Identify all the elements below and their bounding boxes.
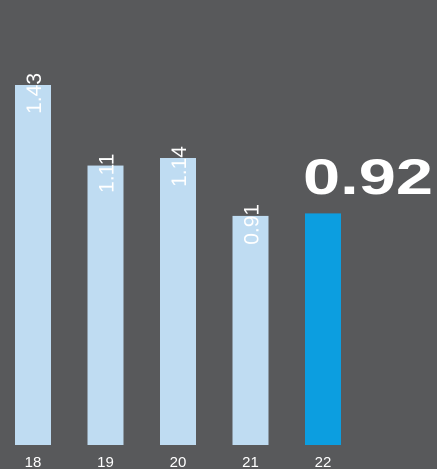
highlight-value-label: 0.92 (303, 149, 433, 205)
bar (232, 215, 269, 445)
value-label: 0.91 (241, 204, 264, 245)
x-tick-label: 19 (97, 454, 114, 469)
value-label: 1.43 (23, 73, 46, 114)
value-label: 1.14 (168, 146, 191, 187)
bar (15, 85, 51, 445)
x-tick-label: 21 (242, 454, 259, 469)
x-tick-label: 18 (25, 454, 42, 469)
x-tick-label: 20 (170, 454, 187, 469)
bar (160, 158, 196, 445)
value-label: 1.11 (96, 154, 119, 193)
x-tick-label: 22 (315, 454, 332, 469)
bar (305, 213, 341, 445)
bar (87, 165, 124, 445)
